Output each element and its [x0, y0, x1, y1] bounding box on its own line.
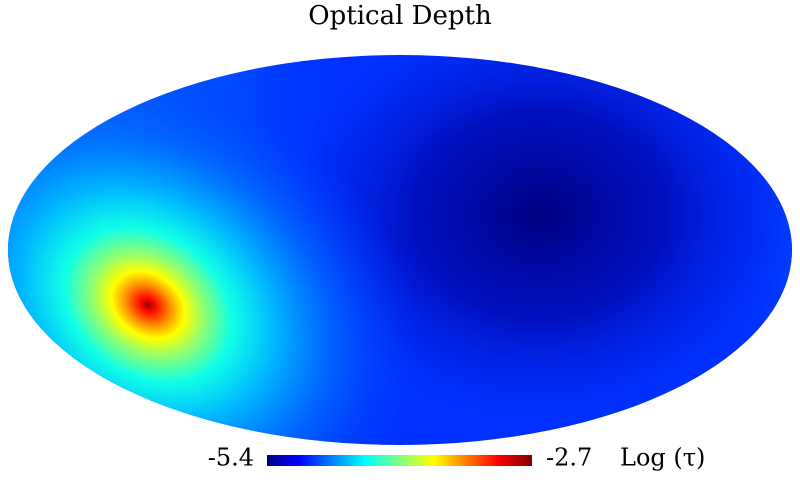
map-title: Optical Depth	[308, 1, 492, 31]
colorbar	[267, 455, 532, 466]
colorbar-max: -2.7	[546, 444, 592, 472]
colorbar-label: Log (τ)	[620, 444, 705, 472]
mollweide-map	[8, 55, 792, 445]
colorbar-min: -5.4	[208, 444, 254, 472]
